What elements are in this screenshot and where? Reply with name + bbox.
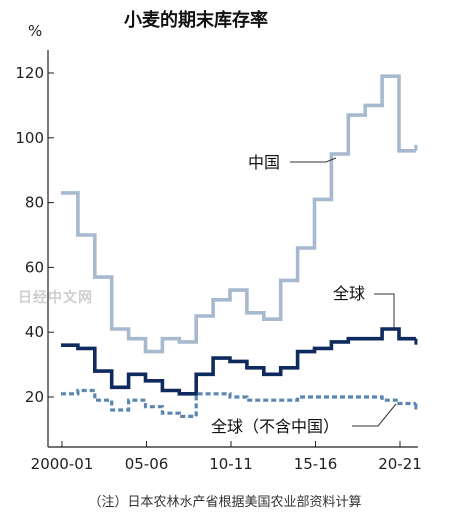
series-label-china-group: 中国 xyxy=(248,153,337,172)
footnote: （注）日本农林水产省根据美国农业部资料计算 xyxy=(88,495,361,510)
series-line xyxy=(61,327,416,396)
series-label-world-ex-china: 全球（不含中国） xyxy=(211,417,339,436)
series-label-world: 全球 xyxy=(333,284,365,303)
watermark: 日经中文网 xyxy=(18,289,93,306)
series-1 xyxy=(61,327,418,396)
y-axis-ticks: 20 40 60 80 100 120 xyxy=(15,64,54,406)
series-label-china: 中国 xyxy=(248,153,280,172)
leader-line-world-ex-china xyxy=(352,403,397,427)
x-axis-ticks: 2000-01 05-06 10-11 15-16 20-21 xyxy=(31,441,422,473)
series-line xyxy=(61,388,416,418)
x-tick-label: 10-11 xyxy=(209,455,253,473)
series-label-world-ex-china-group: 全球（不含中国） xyxy=(211,403,397,436)
series-layer xyxy=(61,74,418,418)
y-tick-label: 60 xyxy=(25,258,44,276)
y-tick-label: 20 xyxy=(25,388,44,406)
y-tick-label: 80 xyxy=(25,194,44,212)
chart-title: 小麦的期末库存率 xyxy=(124,9,268,31)
x-tick-label: 2000-01 xyxy=(31,455,94,473)
y-unit-label: % xyxy=(28,22,42,40)
x-tick-label: 15-16 xyxy=(294,455,338,473)
series-line xyxy=(61,74,416,354)
series-0 xyxy=(61,74,418,354)
y-tick-label: 120 xyxy=(15,64,44,82)
x-tick-label: 05-06 xyxy=(125,455,169,473)
leader-line-world xyxy=(374,293,395,329)
x-tick-label: 20-21 xyxy=(378,455,422,473)
y-tick-label: 40 xyxy=(25,323,44,341)
y-tick-label: 100 xyxy=(15,129,44,147)
leader-line-china xyxy=(290,157,337,163)
series-label-world-group: 全球 xyxy=(333,284,395,329)
series-2 xyxy=(61,388,418,418)
